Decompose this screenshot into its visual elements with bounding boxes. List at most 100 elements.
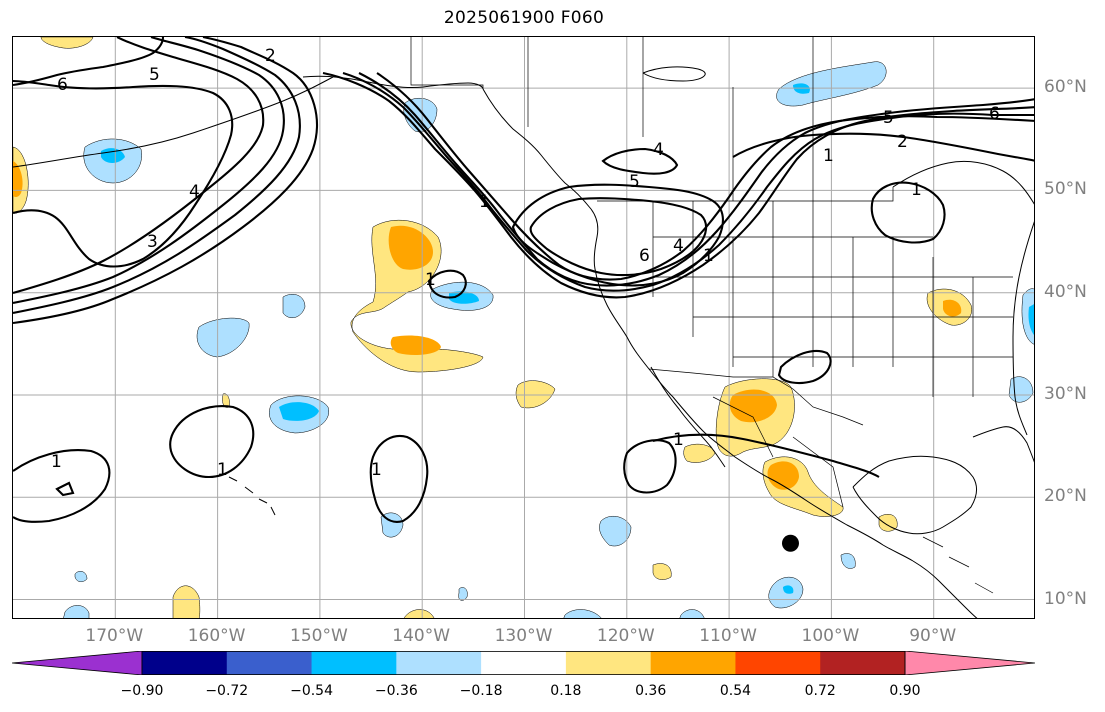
negative-anomaly-core bbox=[783, 585, 794, 594]
negative-anomaly-area bbox=[840, 553, 856, 569]
contour-line bbox=[13, 37, 301, 315]
colorbar-cell bbox=[396, 651, 482, 675]
latitude-label: 40°N bbox=[1044, 281, 1087, 302]
positive-anomaly-area bbox=[878, 514, 898, 532]
contour-line bbox=[13, 37, 285, 305]
north-america-coastline bbox=[482, 88, 914, 562]
hawaii-islands bbox=[228, 476, 276, 516]
latitude-label: 20°N bbox=[1044, 486, 1087, 507]
negative-anomaly-core bbox=[1028, 304, 1034, 335]
canada-provinces bbox=[527, 37, 814, 201]
contour-label: 1 bbox=[217, 460, 228, 480]
us-mexico-border bbox=[648, 368, 864, 426]
colorbar-tick-label: 0.90 bbox=[889, 683, 921, 699]
latitude-label: 60°N bbox=[1044, 77, 1087, 98]
gulf-coast bbox=[852, 455, 978, 535]
contour-label: 3 bbox=[147, 232, 158, 252]
contour-label: 6 bbox=[989, 104, 1000, 124]
contour-line bbox=[376, 72, 1034, 281]
contour-label: 1 bbox=[673, 430, 684, 450]
baja-california bbox=[650, 366, 726, 468]
positive-anomaly-core bbox=[943, 299, 962, 317]
latitude-label: 50°N bbox=[1044, 179, 1087, 200]
colorbar-cell bbox=[481, 651, 567, 675]
alaska-coast bbox=[302, 75, 484, 90]
colorbar-cell bbox=[142, 651, 228, 675]
arctic-island bbox=[642, 66, 706, 82]
negative-anomaly-area bbox=[458, 587, 468, 601]
colorbar-extend-high bbox=[904, 651, 1035, 675]
longitude-label: 150°W bbox=[290, 626, 348, 646]
contour-label: 5 bbox=[629, 172, 640, 192]
map-panel: 6 5 2 4 3 1 1 1 1 1 1 4 5 6 4 1 5 2 6 1 … bbox=[12, 36, 1035, 619]
negative-anomaly-area bbox=[196, 317, 250, 358]
contour-line bbox=[511, 183, 724, 287]
contour-line bbox=[322, 71, 1034, 299]
colorbar-tick-labels: −0.90 −0.72 −0.54 −0.36 −0.18 0.18 0.36 0.54 0.7… bbox=[0, 683, 1105, 703]
contour-line bbox=[13, 37, 265, 295]
negative-anomaly-area bbox=[63, 605, 90, 618]
colorbar bbox=[12, 651, 1035, 675]
positive-anomaly-area bbox=[652, 563, 672, 580]
contour-line bbox=[358, 72, 1034, 287]
positive-anomaly-core bbox=[13, 161, 23, 197]
contour-line bbox=[55, 481, 75, 497]
negative-anomaly-area bbox=[679, 609, 705, 618]
colorbar-cell bbox=[311, 651, 397, 675]
longitude-label: 170°W bbox=[85, 626, 144, 646]
contour-label: 1 bbox=[371, 460, 382, 480]
contour-label: 1 bbox=[703, 246, 714, 266]
central-america-borders bbox=[922, 536, 994, 594]
contour-label: 2 bbox=[897, 132, 908, 152]
colorbar-tick-label: 0.18 bbox=[550, 683, 582, 699]
east-coast bbox=[1012, 221, 1034, 436]
contour-label: 6 bbox=[57, 75, 68, 95]
contour-label: 1 bbox=[823, 146, 834, 166]
contour-lines bbox=[13, 37, 1034, 523]
longitude-label: 100°W bbox=[801, 626, 860, 646]
contour-line bbox=[427, 269, 467, 299]
colorbar-cell bbox=[226, 651, 313, 675]
shading-layer bbox=[13, 37, 1034, 618]
contour-label: 5 bbox=[883, 108, 894, 128]
positive-anomaly-core bbox=[729, 389, 777, 423]
contour-line bbox=[369, 435, 429, 523]
positive-anomaly-area bbox=[40, 37, 94, 49]
positive-anomaly-area bbox=[172, 585, 201, 618]
alaska-canada-border bbox=[410, 37, 484, 89]
positive-anomaly-area bbox=[683, 443, 716, 463]
contour-line bbox=[652, 433, 880, 478]
colorbar-extend-low bbox=[12, 651, 143, 675]
colorbar-tick-label: 0.36 bbox=[635, 683, 667, 699]
contour-label: 1 bbox=[51, 452, 62, 472]
colorbar-cell bbox=[735, 651, 821, 675]
latitude-label: 10°N bbox=[1044, 588, 1087, 609]
hudson-bay-shore bbox=[892, 160, 1034, 205]
negative-anomaly-area bbox=[282, 294, 306, 319]
contour-line bbox=[13, 79, 234, 268]
contour-label: 4 bbox=[673, 236, 684, 256]
florida-coast bbox=[972, 426, 1034, 463]
colorbar-tick-label: −0.72 bbox=[205, 683, 249, 699]
negative-anomaly-core bbox=[101, 148, 125, 163]
contour-label: 4 bbox=[189, 182, 200, 202]
contour-label: 2 bbox=[265, 46, 276, 66]
positive-anomaly-area bbox=[404, 609, 435, 618]
coastlines bbox=[13, 66, 1034, 618]
contour-line bbox=[13, 449, 111, 523]
longitude-label: 160°W bbox=[187, 626, 246, 646]
central-america-coastline bbox=[912, 560, 978, 618]
contour-line bbox=[169, 405, 255, 479]
colorbar-cell bbox=[650, 651, 736, 675]
contour-label: 6 bbox=[639, 246, 650, 266]
graticule bbox=[13, 37, 1034, 618]
colorbar-cell bbox=[820, 651, 906, 675]
latitude-label: 30°N bbox=[1044, 383, 1087, 404]
colorbar-tick-label: 0.72 bbox=[804, 683, 836, 699]
contour-line bbox=[13, 37, 318, 325]
negative-anomaly-area bbox=[563, 609, 602, 618]
longitude-label: 110°W bbox=[699, 626, 757, 646]
colorbar-cell bbox=[565, 651, 652, 675]
contour-label: 1 bbox=[479, 192, 490, 212]
negative-anomaly-area bbox=[1021, 288, 1034, 345]
